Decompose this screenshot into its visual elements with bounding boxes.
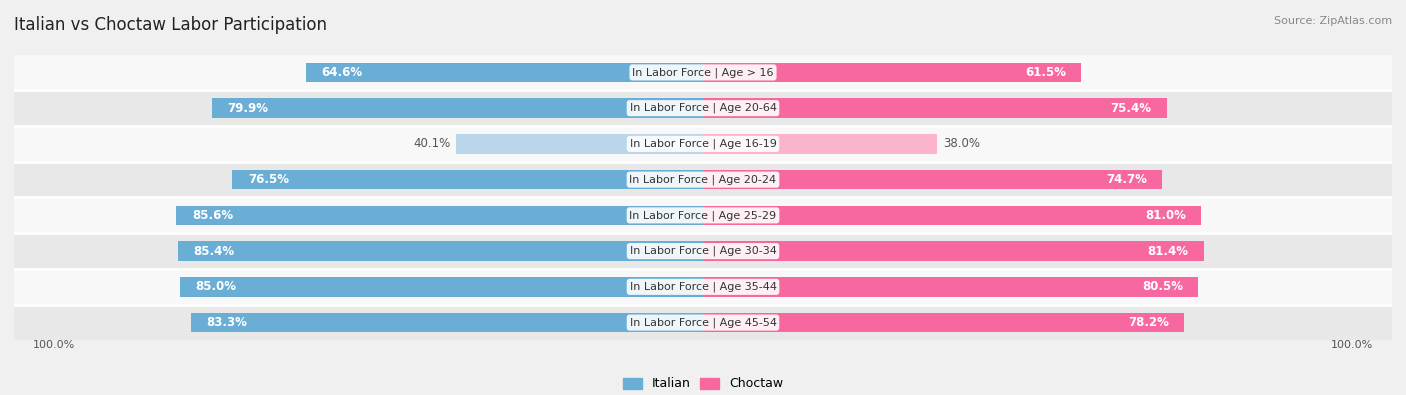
- Text: In Labor Force | Age 20-64: In Labor Force | Age 20-64: [630, 103, 776, 113]
- Text: 75.4%: 75.4%: [1111, 102, 1152, 115]
- Text: 76.5%: 76.5%: [247, 173, 288, 186]
- Bar: [305, 62, 703, 82]
- Bar: [703, 62, 1081, 82]
- Bar: [177, 241, 703, 261]
- Text: 81.0%: 81.0%: [1144, 209, 1185, 222]
- Text: Italian vs Choctaw Labor Participation: Italian vs Choctaw Labor Participation: [14, 16, 328, 34]
- Text: In Labor Force | Age > 16: In Labor Force | Age > 16: [633, 67, 773, 78]
- Bar: [14, 126, 1392, 162]
- Text: 100.0%: 100.0%: [32, 340, 75, 350]
- Bar: [14, 305, 1392, 340]
- Text: 64.6%: 64.6%: [321, 66, 363, 79]
- Bar: [14, 55, 1392, 90]
- Text: In Labor Force | Age 30-34: In Labor Force | Age 30-34: [630, 246, 776, 256]
- Bar: [232, 170, 703, 190]
- Bar: [703, 134, 936, 154]
- Bar: [14, 269, 1392, 305]
- Bar: [14, 90, 1392, 126]
- Bar: [191, 313, 703, 333]
- Text: Source: ZipAtlas.com: Source: ZipAtlas.com: [1274, 16, 1392, 26]
- Text: 100.0%: 100.0%: [1331, 340, 1374, 350]
- Text: 78.2%: 78.2%: [1128, 316, 1168, 329]
- Text: 85.0%: 85.0%: [195, 280, 236, 293]
- Text: 80.5%: 80.5%: [1142, 280, 1182, 293]
- Text: 61.5%: 61.5%: [1025, 66, 1066, 79]
- Bar: [457, 134, 703, 154]
- Bar: [14, 198, 1392, 233]
- Text: In Labor Force | Age 25-29: In Labor Force | Age 25-29: [630, 210, 776, 221]
- Text: 79.9%: 79.9%: [226, 102, 269, 115]
- Bar: [703, 313, 1184, 333]
- Legend: Italian, Choctaw: Italian, Choctaw: [617, 372, 789, 395]
- Bar: [14, 233, 1392, 269]
- Bar: [703, 277, 1198, 297]
- Text: 81.4%: 81.4%: [1147, 245, 1188, 258]
- Bar: [177, 205, 703, 225]
- Text: In Labor Force | Age 16-19: In Labor Force | Age 16-19: [630, 139, 776, 149]
- Bar: [703, 170, 1163, 190]
- Text: 74.7%: 74.7%: [1107, 173, 1147, 186]
- Text: 40.1%: 40.1%: [413, 137, 450, 150]
- Bar: [703, 98, 1167, 118]
- Bar: [211, 98, 703, 118]
- Text: 85.6%: 85.6%: [191, 209, 233, 222]
- Bar: [703, 241, 1204, 261]
- Text: 83.3%: 83.3%: [205, 316, 247, 329]
- Text: 85.4%: 85.4%: [193, 245, 235, 258]
- Bar: [180, 277, 703, 297]
- Bar: [14, 162, 1392, 198]
- Text: 38.0%: 38.0%: [943, 137, 980, 150]
- Text: In Labor Force | Age 35-44: In Labor Force | Age 35-44: [630, 282, 776, 292]
- Text: In Labor Force | Age 45-54: In Labor Force | Age 45-54: [630, 317, 776, 328]
- Text: In Labor Force | Age 20-24: In Labor Force | Age 20-24: [630, 174, 776, 185]
- Bar: [703, 205, 1201, 225]
